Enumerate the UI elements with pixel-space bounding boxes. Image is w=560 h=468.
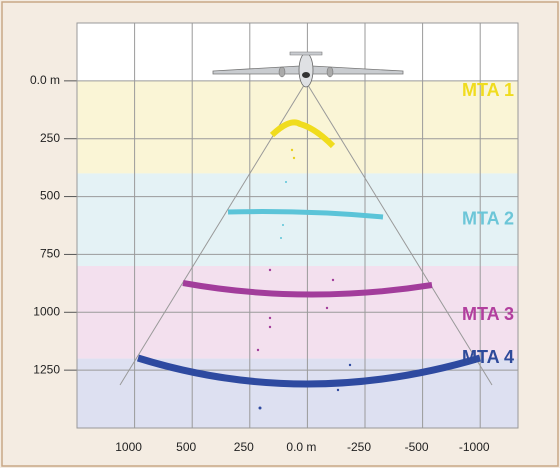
zone-band (77, 80, 518, 174)
zone-label: MTA 3 (462, 304, 514, 324)
x-tick-label: -500 (405, 440, 429, 454)
y-tick-label: 750 (40, 247, 60, 261)
zone-label: MTA 4 (462, 347, 514, 367)
x-tick-label: -1000 (459, 440, 490, 454)
zone-band (77, 173, 518, 266)
y-tick-label: 0.0 m (30, 73, 60, 87)
x-tick-label: 0.0 m (286, 440, 316, 454)
scan-data (119, 81, 493, 410)
x-tick-label: 500 (176, 440, 196, 454)
x-tick-label: -250 (347, 440, 371, 454)
plot-border (76, 22, 519, 429)
y-tick-label: 1000 (33, 304, 60, 318)
zone-label: MTA 2 (462, 208, 514, 228)
aircraft (212, 51, 404, 88)
x-tick-label: 250 (234, 440, 254, 454)
y-tick-label: 1250 (33, 362, 60, 376)
y-tick-label: 500 (40, 189, 60, 203)
zone-label: MTA 1 (462, 80, 514, 100)
y-tick-label: 250 (40, 131, 60, 145)
x-tick-label: 1000 (115, 440, 142, 454)
